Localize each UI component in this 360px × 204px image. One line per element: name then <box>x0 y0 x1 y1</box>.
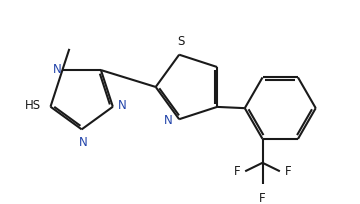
Text: S: S <box>177 35 185 48</box>
Text: N: N <box>118 99 127 112</box>
Text: N: N <box>79 136 88 149</box>
Text: N: N <box>164 114 173 127</box>
Text: HS: HS <box>25 99 41 112</box>
Text: F: F <box>284 165 291 178</box>
Text: F: F <box>259 192 266 204</box>
Text: N: N <box>53 63 61 76</box>
Text: F: F <box>234 165 240 178</box>
